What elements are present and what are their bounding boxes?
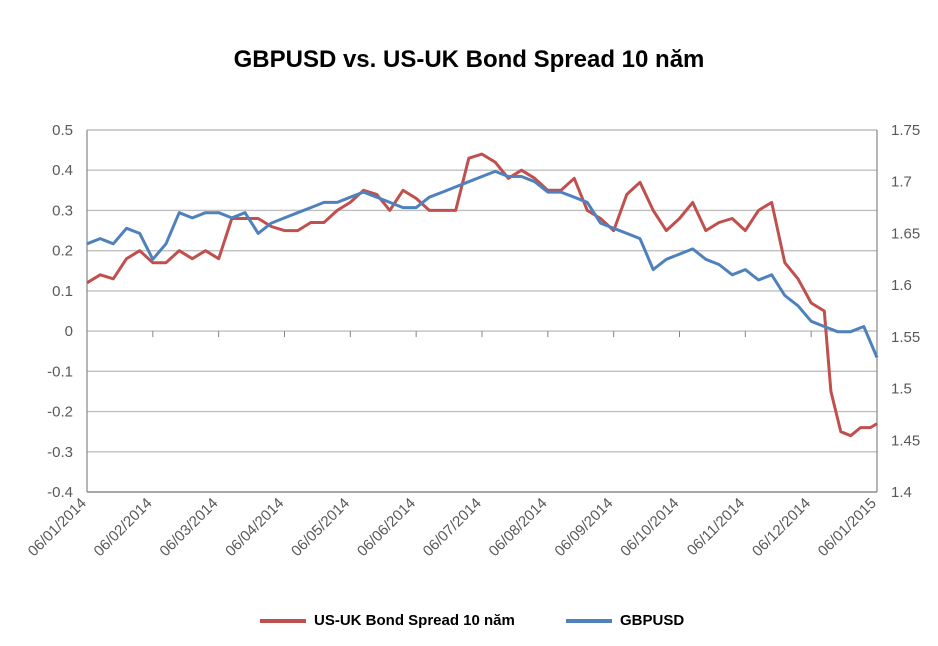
x-tick-label: 06/05/2014	[288, 495, 353, 560]
x-tick-label: 06/04/2014	[222, 495, 287, 560]
grid-lines	[87, 129, 877, 493]
left-tick-label: 0.1	[52, 283, 73, 300]
axes	[86, 130, 878, 493]
series-line-gbpusd	[86, 169, 879, 359]
x-tick-label: 06/11/2014	[684, 495, 748, 559]
left-tick-label: -0.3	[47, 444, 73, 461]
right-tick-label: 1.7	[891, 174, 912, 191]
left-axis-ticks: 0.5 0.4 0.3 0.2 0.1 0 -0.1 -0.2 -0.3 -0.4	[47, 122, 73, 501]
x-tick-label: 06/01/2015	[815, 495, 880, 560]
x-tick-label: 06/03/2014	[156, 495, 221, 560]
x-tick-label: 06/12/2014	[749, 495, 814, 560]
right-tick-label: 1.5	[891, 381, 912, 398]
left-tick-label: 0	[65, 323, 73, 340]
series-lines	[86, 152, 879, 438]
legend: US-UK Bond Spread 10 năm GBPUSD	[0, 612, 938, 636]
left-tick-label: -0.1	[47, 363, 73, 380]
x-tick-label: 06/06/2014	[354, 495, 419, 560]
right-tick-label: 1.6	[891, 277, 912, 294]
left-tick-label: 0.3	[52, 202, 73, 219]
legend-label-spread: US-UK Bond Spread 10 năm	[314, 612, 515, 629]
legend-label-gbpusd: GBPUSD	[620, 612, 685, 629]
left-tick-label: 0.2	[52, 243, 73, 260]
x-axis-ticks: 06/01/2014 06/02/2014 06/03/2014 06/04/2014…	[25, 495, 880, 560]
right-tick-label: 1.75	[891, 122, 920, 139]
legend-item-gbpusd: GBPUSD	[566, 612, 684, 629]
x-tick-label: 06/10/2014	[617, 495, 682, 560]
left-tick-label: -0.4	[47, 484, 73, 501]
x-tick-label: 06/07/2014	[420, 495, 485, 560]
legend-item-spread: US-UK Bond Spread 10 năm	[260, 612, 515, 629]
right-axis-ticks: 1.75 1.7 1.65 1.6 1.55 1.5 1.45 1.4	[891, 122, 920, 501]
right-tick-label: 1.55	[891, 329, 920, 346]
x-tick-label: 06/09/2014	[551, 495, 616, 560]
legend-swatch-gbpusd	[566, 618, 612, 623]
x-tick-label: 06/01/2014	[25, 495, 90, 560]
right-tick-label: 1.4	[891, 484, 912, 501]
right-tick-label: 1.45	[891, 432, 920, 449]
left-tick-label: -0.2	[47, 404, 73, 421]
left-tick-label: 0.4	[52, 162, 73, 179]
chart-title: GBPUSD vs. US-UK Bond Spread 10 năm	[233, 46, 705, 73]
right-tick-label: 1.65	[891, 225, 920, 242]
series-line-spread	[86, 152, 878, 438]
left-tick-label: 0.5	[52, 122, 73, 139]
x-tick-label: 06/08/2014	[486, 495, 551, 560]
legend-swatch-spread	[260, 618, 306, 623]
x-tick-label: 06/02/2014	[91, 495, 156, 560]
